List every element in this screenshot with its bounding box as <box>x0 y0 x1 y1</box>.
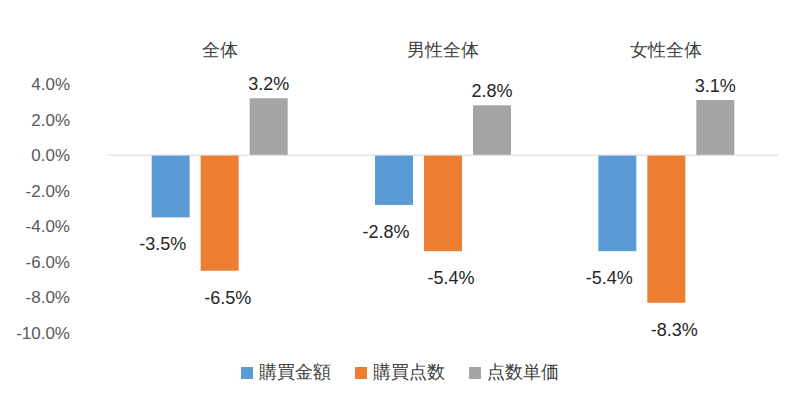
data-label: -6.5% <box>204 288 251 308</box>
data-label: -5.4% <box>427 268 474 288</box>
data-label: -2.8% <box>362 222 409 242</box>
data-label: 3.1% <box>695 76 736 96</box>
chart: -10.0% -8.0% -6.0% -4.0% -2.0% 0.0% 2.0% 4.0% 全体… <box>0 0 800 405</box>
data-label: 2.8% <box>471 81 512 101</box>
y-tick-label: -2.0% <box>26 182 70 201</box>
bars <box>152 98 735 303</box>
y-tick-label: -6.0% <box>26 253 70 272</box>
y-tick-label: -4.0% <box>26 217 70 236</box>
y-tick-label: 2.0% <box>31 111 70 130</box>
bar <box>473 105 511 155</box>
legend-swatch <box>355 367 367 379</box>
data-label: -5.4% <box>586 268 633 288</box>
y-tick-label: 4.0% <box>31 75 70 94</box>
legend-label: 点数単価 <box>487 362 559 382</box>
y-tick-label: -8.0% <box>26 288 70 307</box>
bar <box>250 98 288 155</box>
y-tick-label: -10.0% <box>16 324 70 343</box>
category-label: 全体 <box>202 40 238 60</box>
legend: 購買金額 購買点数 点数単価 <box>241 362 559 382</box>
axis-line <box>108 155 778 156</box>
legend-label: 購買点数 <box>373 362 445 382</box>
legend-swatch <box>241 367 253 379</box>
bar <box>375 155 413 205</box>
bar <box>696 100 734 155</box>
data-label: -8.3% <box>651 320 698 340</box>
bar <box>201 155 239 271</box>
bar <box>152 155 190 217</box>
legend-item: 点数単価 <box>469 362 559 382</box>
bar <box>647 155 685 303</box>
legend-label: 購買金額 <box>259 362 331 382</box>
y-tick-label: 0.0% <box>31 146 70 165</box>
legend-swatch <box>469 367 481 379</box>
category-label: 女性全体 <box>630 40 702 60</box>
category-label: 男性全体 <box>407 40 479 60</box>
bar <box>598 155 636 251</box>
data-label: 3.2% <box>248 74 289 94</box>
data-label: -3.5% <box>139 234 186 254</box>
legend-item: 購買点数 <box>355 362 445 382</box>
bar <box>424 155 462 251</box>
legend-item: 購買金額 <box>241 362 331 382</box>
